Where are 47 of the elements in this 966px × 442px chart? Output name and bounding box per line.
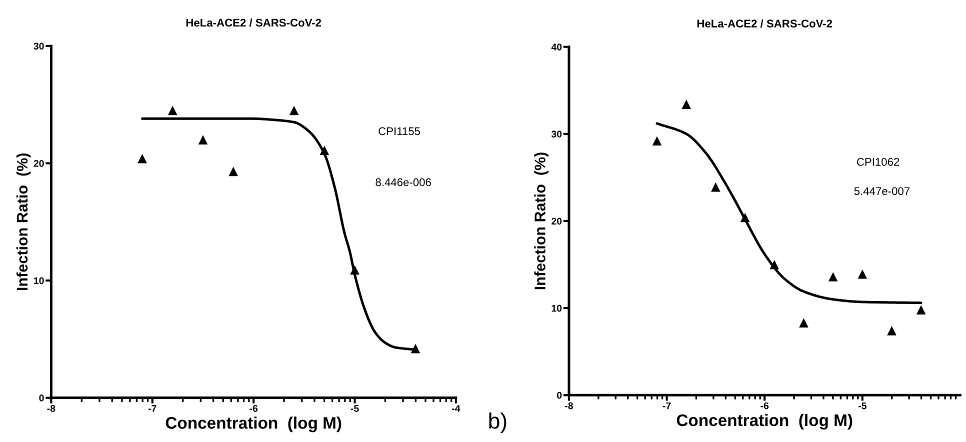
y-tick-label: 0 <box>39 394 44 402</box>
y-tick-label: 10 <box>552 304 562 312</box>
y-axis-title: Infection Ratio (%) <box>16 153 31 290</box>
y-tick-label: 30 <box>551 130 562 138</box>
point <box>410 344 420 354</box>
point <box>916 305 926 314</box>
chart-title: HeLa-ACE2 / SARS-CoV-2 <box>186 18 322 27</box>
point <box>740 212 750 222</box>
point <box>228 166 238 176</box>
x-axis-title: Concentration (log M) <box>166 416 342 432</box>
point <box>682 100 691 109</box>
y-tick-label: 40 <box>551 44 562 50</box>
point <box>289 106 299 116</box>
annotation: 8.446e-006 <box>376 178 431 186</box>
point <box>887 326 896 336</box>
point <box>168 106 178 116</box>
x-tick-label: -7 <box>148 405 156 412</box>
point <box>652 136 662 146</box>
annotation: 5.447e-007 <box>854 187 910 196</box>
point <box>828 272 838 282</box>
y-tick-label: 30 <box>34 42 44 50</box>
x-tick-label: -6 <box>250 405 258 412</box>
chart-title: HeLa-ACE2 / SARS-CoV-2 <box>697 19 832 28</box>
x-tick-label: -7 <box>662 402 671 410</box>
point <box>858 269 868 279</box>
point <box>198 135 208 144</box>
point <box>799 318 808 328</box>
point <box>320 146 330 156</box>
point <box>350 265 360 275</box>
y-axis-title: Infection Ratio (%) <box>534 152 548 290</box>
annotation: CPI1155 <box>378 127 420 136</box>
x-axis-title: Concentration (log M) <box>676 414 852 430</box>
annotation: CPI1062 <box>856 158 900 166</box>
x-tick-label: -8 <box>47 405 56 412</box>
y-tick-label: 0 <box>557 392 562 399</box>
y-tick-label: 20 <box>552 218 562 225</box>
point <box>711 182 720 192</box>
x-tick-label: -4 <box>452 405 460 412</box>
point <box>138 154 147 164</box>
x-tick-label: -5 <box>350 405 359 412</box>
y-tick-label: 10 <box>34 277 44 284</box>
x-tick-label: -6 <box>760 402 769 410</box>
y-tick-label: 20 <box>34 160 44 167</box>
x-tick-label: -8 <box>565 402 573 410</box>
x-tick-label: -5 <box>858 402 866 410</box>
text: b) <box>489 412 506 434</box>
point <box>770 260 780 270</box>
